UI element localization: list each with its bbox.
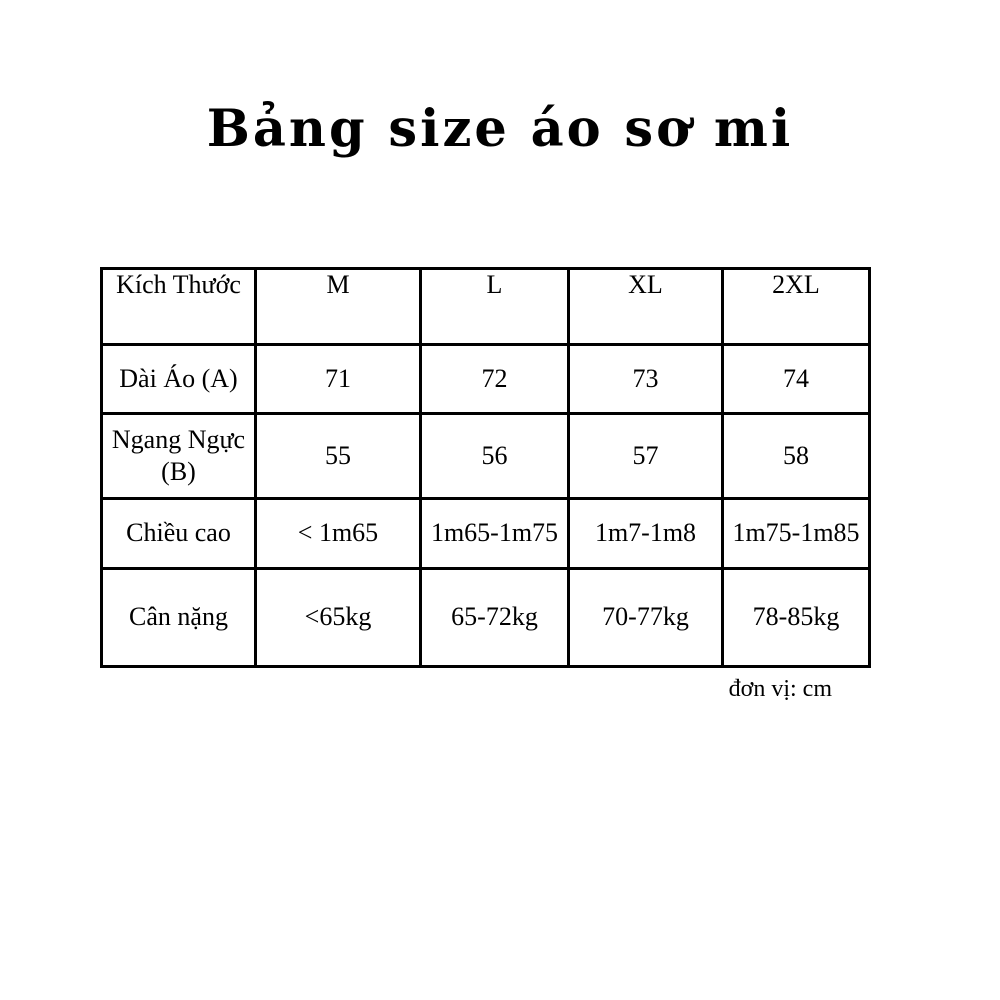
table-row-shirt-length: Dài Áo (A) 71 72 73 74 [100, 343, 871, 415]
row-label-chest-width: Ngang Ngực (B) [100, 412, 257, 500]
table-row-height: Chiều cao < 1m65 1m65-1m75 1m7-1m8 1m75-… [100, 497, 871, 570]
header-size-l: L [419, 267, 570, 346]
header-size-2xl: 2XL [721, 267, 871, 346]
header-dimension-label: Kích Thước [100, 267, 257, 346]
header-size-xl: XL [567, 267, 724, 346]
table-row-chest-width: Ngang Ngực (B) 55 56 57 58 [100, 412, 871, 500]
table-cell: 73 [567, 343, 724, 415]
table-cell: 70-77kg [567, 567, 724, 668]
table-cell: 1m7-1m8 [567, 497, 724, 570]
row-label-weight: Cân nặng [100, 567, 257, 668]
table-cell: 58 [721, 412, 871, 500]
table-cell: 57 [567, 412, 724, 500]
size-chart-table: Kích Thước M L XL 2XL Dài Áo (A) 71 72 7… [100, 267, 871, 668]
table-cell: 71 [254, 343, 422, 415]
table-cell: 78-85kg [721, 567, 871, 668]
unit-note: đơn vị: cm [728, 676, 832, 702]
table-header-row: Kích Thước M L XL 2XL [100, 267, 871, 346]
row-label-shirt-length: Dài Áo (A) [100, 343, 257, 415]
header-size-m: M [254, 267, 422, 346]
table-cell: < 1m65 [254, 497, 422, 570]
row-label-height: Chiều cao [100, 497, 257, 570]
table-cell: 55 [254, 412, 422, 500]
table-cell: <65kg [254, 567, 422, 668]
table-cell: 65-72kg [419, 567, 570, 668]
table-cell: 72 [419, 343, 570, 415]
page-title: Bảng size áo sơ mi [206, 99, 794, 159]
table-cell: 1m75-1m85 [721, 497, 871, 570]
table-cell: 74 [721, 343, 871, 415]
table-cell: 56 [419, 412, 570, 500]
table-row-weight: Cân nặng <65kg 65-72kg 70-77kg 78-85kg [100, 567, 871, 668]
table-cell: 1m65-1m75 [419, 497, 570, 570]
